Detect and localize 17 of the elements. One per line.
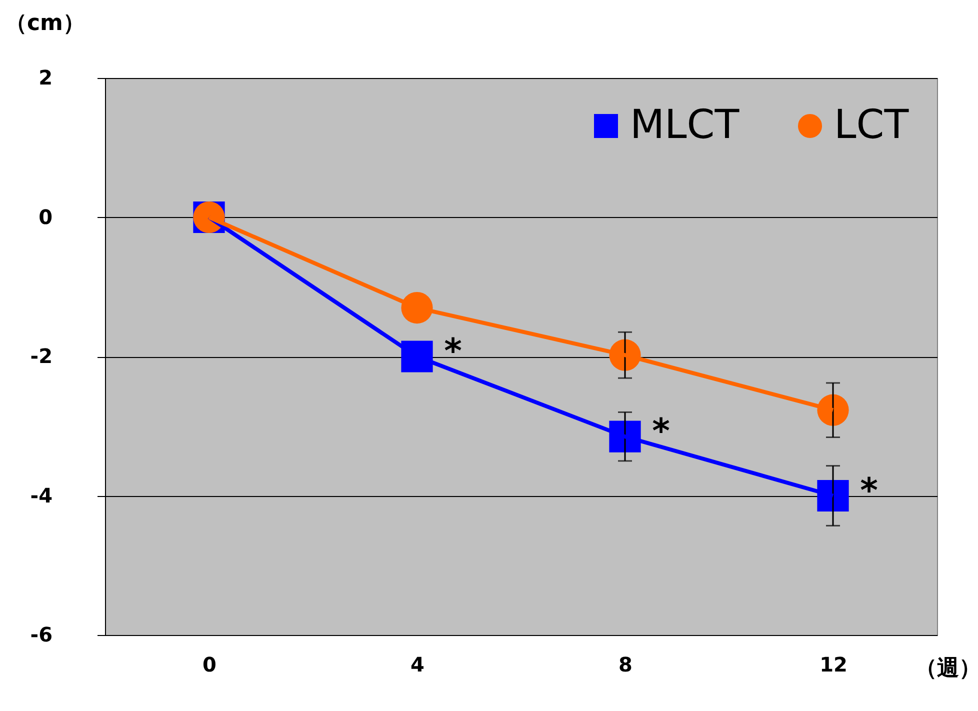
legend-label: LCT	[834, 102, 910, 148]
x-axis-title: （週）	[915, 656, 978, 681]
y-tick-label: -6	[30, 622, 52, 646]
x-tick-label: 12	[820, 652, 848, 676]
y-tick-label: -4	[30, 483, 52, 508]
x-tick-label: 0	[202, 652, 216, 676]
y-tick-label: -2	[30, 344, 52, 368]
y-axis-title: （cm）	[5, 11, 85, 36]
y-tick-label: 2	[38, 66, 52, 90]
annotation: *	[860, 470, 878, 511]
point	[817, 480, 849, 512]
legend-label: MLCT	[630, 102, 740, 148]
x-tick-label: 4	[410, 652, 424, 676]
annotation: *	[444, 332, 462, 372]
y-tick-label: 0	[38, 204, 52, 229]
annotation: *	[652, 412, 670, 452]
x-tick-label: 8	[618, 652, 632, 676]
